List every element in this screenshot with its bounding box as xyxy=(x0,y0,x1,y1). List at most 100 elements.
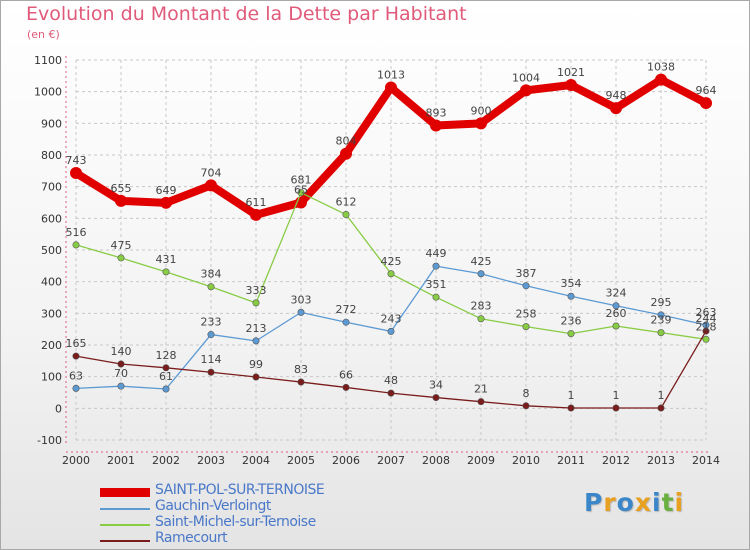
legend-item: Ramecourt xyxy=(100,530,400,548)
data-point xyxy=(567,404,575,412)
data-point xyxy=(432,394,440,402)
data-point xyxy=(207,331,215,339)
y-tick-label: 700 xyxy=(41,181,62,194)
data-label: 236 xyxy=(561,315,582,328)
data-point xyxy=(432,293,440,301)
data-label: 283 xyxy=(471,300,492,313)
x-tick-label: 2011 xyxy=(557,454,585,467)
data-label: 612 xyxy=(336,196,357,209)
y-tick-label: 1100 xyxy=(34,54,62,67)
data-point xyxy=(655,73,667,86)
data-point xyxy=(522,402,530,410)
x-tick-label: 2001 xyxy=(107,454,135,467)
x-tick-label: 2004 xyxy=(242,454,270,467)
data-label: 218 xyxy=(696,320,717,333)
data-label: 213 xyxy=(246,322,267,335)
data-label: 99 xyxy=(249,358,263,371)
y-tick-label: 0 xyxy=(55,402,62,415)
data-point xyxy=(205,179,217,192)
data-label: 63 xyxy=(69,369,83,382)
data-point xyxy=(162,385,170,393)
data-label: 649 xyxy=(156,184,177,197)
x-tick-label: 2010 xyxy=(512,454,540,467)
data-label: 128 xyxy=(156,349,177,362)
data-label: 516 xyxy=(66,226,87,239)
data-label: 263 xyxy=(696,306,717,319)
data-label: 333 xyxy=(246,284,267,297)
data-point xyxy=(612,404,620,412)
logo-letter: r xyxy=(603,488,617,517)
legend-label: Ramecourt xyxy=(155,530,228,546)
legend-label: SAINT-POL-SUR-TERNOISE xyxy=(155,482,325,498)
data-point xyxy=(657,311,665,319)
data-label: 258 xyxy=(516,308,537,321)
data-point xyxy=(387,389,395,397)
data-point xyxy=(70,167,82,180)
logo-letter: i xyxy=(674,488,685,517)
y-tick-label: 300 xyxy=(41,307,62,320)
data-point xyxy=(297,189,305,197)
data-label: 243 xyxy=(381,312,402,325)
data-point xyxy=(160,196,172,209)
data-point xyxy=(475,117,487,130)
data-label: 611 xyxy=(246,196,267,209)
data-label: 114 xyxy=(201,353,222,366)
data-label: 1013 xyxy=(377,69,405,82)
x-tick-label: 2014 xyxy=(692,454,720,467)
legend-swatch xyxy=(100,488,150,497)
data-point xyxy=(72,384,80,392)
data-label: 34 xyxy=(429,379,443,392)
x-tick-label: 2006 xyxy=(332,454,360,467)
data-point xyxy=(162,268,170,276)
data-label: 743 xyxy=(66,154,87,167)
data-point xyxy=(565,79,577,92)
legend-item: SAINT-POL-SUR-TERNOISE xyxy=(100,482,400,500)
x-tick-label: 2002 xyxy=(152,454,180,467)
data-point xyxy=(115,194,127,207)
y-tick-label: 1000 xyxy=(34,86,62,99)
x-tick-label: 2012 xyxy=(602,454,630,467)
logo-letter: t xyxy=(661,488,675,517)
data-label: 303 xyxy=(291,293,312,306)
logo-letter: i xyxy=(652,488,662,517)
data-point xyxy=(430,119,442,132)
data-point xyxy=(252,373,260,381)
logo-letter: P xyxy=(584,488,604,517)
data-point xyxy=(342,318,350,326)
data-label: 61 xyxy=(159,370,173,383)
y-tick-label: 500 xyxy=(41,244,62,257)
data-label: 233 xyxy=(201,316,222,329)
data-label: 431 xyxy=(156,253,177,266)
data-point xyxy=(387,327,395,335)
data-label: 1 xyxy=(568,389,575,402)
chart-unit: (en €) xyxy=(27,28,60,41)
data-point xyxy=(342,383,350,391)
data-label: 387 xyxy=(516,267,537,280)
data-label: 704 xyxy=(201,166,222,179)
legend: SAINT-POL-SUR-TERNOISE Gauchin-Verloingt… xyxy=(100,482,400,548)
legend-label: Saint-Michel-sur-Ternoise xyxy=(155,514,316,530)
data-label: 272 xyxy=(336,303,357,316)
data-label: 21 xyxy=(474,383,488,396)
data-label: 70 xyxy=(114,367,128,380)
y-tick-label: -100 xyxy=(37,434,62,447)
data-label: 165 xyxy=(66,337,87,350)
data-label: 948 xyxy=(606,89,627,102)
data-label: 354 xyxy=(561,277,582,290)
x-tick-label: 2003 xyxy=(197,454,225,467)
data-label: 655 xyxy=(111,182,132,195)
data-point xyxy=(520,84,532,97)
data-label: 295 xyxy=(651,296,672,309)
data-label: 425 xyxy=(471,255,492,268)
legend-label: Gauchin-Verloingt xyxy=(155,498,271,514)
chart-title: Evolution du Montant de la Dette par Hab… xyxy=(26,3,467,25)
data-label: 1 xyxy=(658,389,665,402)
data-label: 324 xyxy=(606,287,627,300)
data-label: 351 xyxy=(426,278,447,291)
legend-item: Saint-Michel-sur-Ternoise xyxy=(100,514,400,532)
data-point xyxy=(297,378,305,386)
legend-swatch xyxy=(100,508,150,510)
data-point xyxy=(702,335,710,343)
data-point xyxy=(385,81,397,94)
data-point xyxy=(522,323,530,331)
